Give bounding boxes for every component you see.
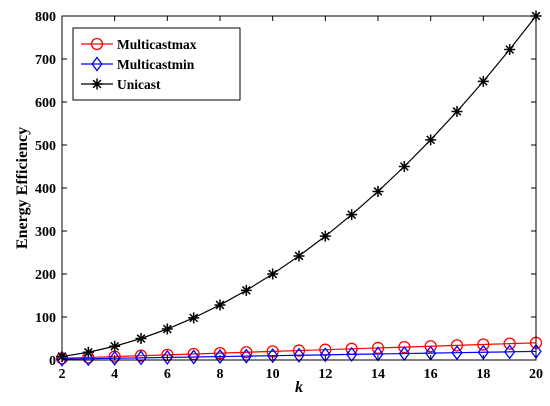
x-tick-label: 2 [59,367,66,382]
data-point [240,346,253,359]
x-tick-label: 4 [111,367,118,382]
y-tick-label: 300 [35,225,56,240]
data-point [346,209,358,221]
data-point [82,346,94,358]
data-point [477,338,490,351]
data-point [293,347,305,363]
data-point [345,346,358,362]
data-point [372,185,384,197]
data-point [503,344,516,360]
legend-marker [91,78,103,90]
data-point [451,345,463,361]
x-tick-label: 10 [266,367,280,382]
x-tick-label: 14 [371,367,385,382]
data-point [161,323,173,335]
data-point [425,134,437,146]
data-point [450,339,464,352]
legend-label: Multicastmax [117,37,197,52]
data-point [319,230,331,242]
x-tick-label: 20 [529,367,543,382]
data-point [503,337,516,350]
y-tick-label: 600 [35,96,56,111]
data-point [424,340,437,353]
x-tick-label: 16 [424,367,438,382]
y-tick-label: 400 [35,182,56,197]
data-point [319,347,332,363]
data-point [477,75,489,87]
data-point [187,349,200,365]
legend: Multicastmax Multicastmin Unicast [72,27,241,101]
y-tick-label: 800 [35,10,56,25]
legend-label: Unicast [117,77,161,92]
data-point [267,268,279,280]
data-point [187,347,200,361]
series-line [61,350,537,360]
y-tick-label: 700 [35,53,56,68]
data-point [109,340,121,352]
y-axis-title: Energy Efficiency [14,127,31,249]
data-point [135,333,147,344]
data-point [134,349,148,362]
x-axis-title: k [295,379,303,396]
x-tick-label: 6 [164,367,171,382]
data-point [292,344,306,357]
y-tick-label: 0 [49,354,56,369]
data-point [161,349,174,366]
data-point [266,348,279,364]
data-point [398,161,410,172]
x-tick-label: 12 [318,367,332,382]
data-point [135,350,147,366]
x-tick-label: 8 [217,367,224,382]
data-point [293,250,305,262]
y-tick-label: 100 [35,311,56,326]
legend-label: Multicastmin [117,57,195,72]
y-tick-label: 500 [35,139,56,154]
legend-marker [91,56,103,72]
data-point [108,350,121,366]
data-point [240,284,252,296]
data-point [504,44,516,56]
x-tick-label: 18 [476,367,490,382]
data-point [398,340,411,354]
data-point [188,312,200,324]
data-point [240,348,253,364]
data-point [214,299,226,311]
data-point [214,348,226,365]
data-point [451,105,463,117]
legend-marker [90,37,104,51]
y-tick-label: 200 [35,268,56,283]
